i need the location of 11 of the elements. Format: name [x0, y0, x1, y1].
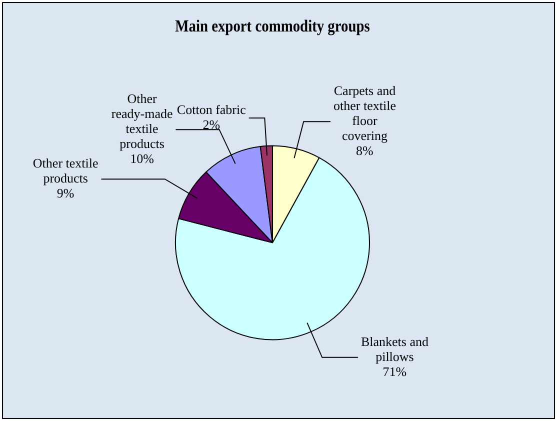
data-label: 2% — [202, 116, 220, 132]
slice-label: Other textile products — [32, 155, 98, 186]
data-label: 10% — [130, 151, 154, 166]
data-label: 9% — [56, 185, 74, 200]
data-label: 71% — [382, 364, 407, 379]
chart-title: Main export commodity groups — [175, 18, 370, 36]
slice-label: Carpets and other textile floor covering — [334, 83, 396, 144]
slice-label: Other ready-made textile products — [111, 91, 173, 152]
slice-label: Cotton fabric — [176, 102, 246, 117]
slice-label: Blankets and pillows — [360, 334, 429, 364]
data-label: 8% — [356, 143, 374, 158]
